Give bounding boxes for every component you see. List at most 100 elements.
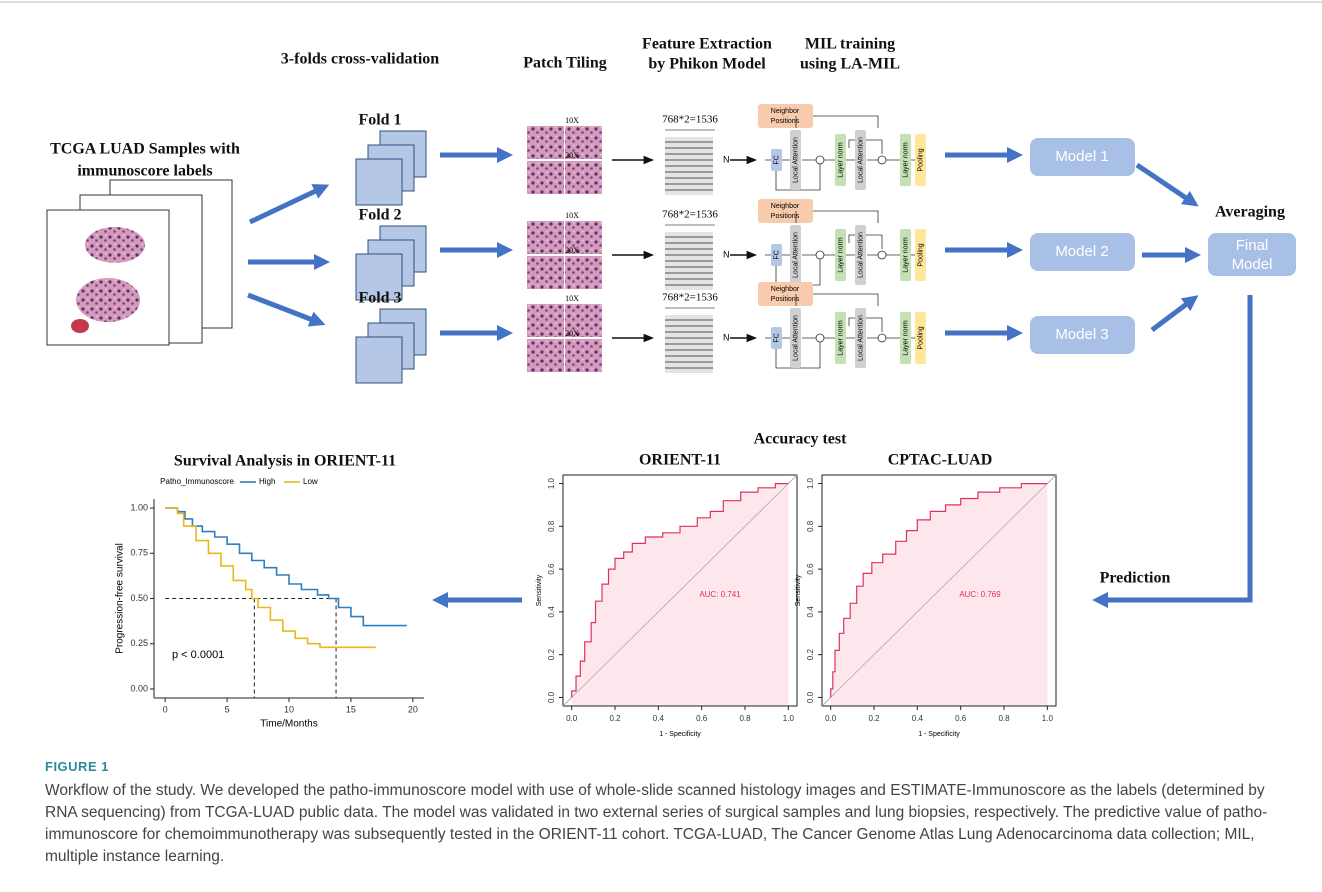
magnification: 10X xyxy=(565,116,579,125)
model-label: Model 3 xyxy=(1055,326,1108,343)
add-node xyxy=(878,251,886,259)
y-tick-label: 0.00 xyxy=(130,683,148,693)
add-node xyxy=(878,156,886,164)
y-tick-label: 0.8 xyxy=(806,520,815,532)
magnification: 20X xyxy=(565,151,579,160)
legend-label: Low xyxy=(303,477,318,486)
curve xyxy=(165,508,376,647)
feature-matrix xyxy=(665,232,713,290)
feature-heading: Feature Extraction xyxy=(642,36,772,53)
charts: Survival Analysis in ORIENT-11 0 5 10 15 20 0.… xyxy=(115,452,1056,738)
auc-fill xyxy=(572,484,789,706)
feature-matrix xyxy=(665,315,713,373)
magnification: 20X xyxy=(565,246,579,255)
mil-layer-label: Layer norm xyxy=(837,142,844,178)
patch-tile xyxy=(527,304,564,337)
feature-rows: N xyxy=(723,249,730,259)
x-tick-label: 0.4 xyxy=(912,714,924,723)
x-tick-label: 0.6 xyxy=(696,714,708,723)
x-tick-label: 5 xyxy=(225,704,230,714)
fold-rows: Fold 110X20X768*2=1536NNeighborPositions… xyxy=(356,104,1135,383)
curve xyxy=(165,508,407,626)
arrow xyxy=(1137,165,1192,202)
legend-label: High xyxy=(259,477,275,486)
y-tick-label: 0.2 xyxy=(547,649,556,661)
x-tick-label: 0.4 xyxy=(653,714,665,723)
prediction-label: Prediction xyxy=(1100,570,1171,587)
mil-heading: MIL training xyxy=(805,36,895,53)
neighbor-label: Positions xyxy=(771,118,800,125)
y-tick-label: 0.0 xyxy=(806,691,815,703)
annotation: AUC: 0.741 xyxy=(699,590,741,599)
mil-heading: using LA-MIL xyxy=(800,56,900,73)
mil-layer-label: Local Attention xyxy=(857,315,864,361)
x-tick-label: 0.8 xyxy=(998,714,1010,723)
chart-title: Survival Analysis in ORIENT-11 xyxy=(174,453,396,470)
neighbor-label: Neighbor xyxy=(771,108,800,115)
add-node xyxy=(816,334,824,342)
final-model-label: Final xyxy=(1236,237,1269,254)
magnification: 10X xyxy=(565,294,579,303)
input-label: immunoscore labels xyxy=(77,163,212,180)
fold-label: Fold 2 xyxy=(358,207,401,224)
annotation: AUC: 0.769 xyxy=(959,590,1001,599)
slides xyxy=(47,180,232,345)
patch-tile xyxy=(565,256,602,289)
add-node xyxy=(816,156,824,164)
mil-layer-label: Layer norm xyxy=(902,142,909,178)
feature-heading: by Phikon Model xyxy=(648,56,766,73)
mil-layer-label: Layer norm xyxy=(902,320,909,356)
averaging-label: Averaging xyxy=(1215,204,1285,221)
x-tick-label: 1.0 xyxy=(1042,714,1054,723)
y-tick-label: 0.8 xyxy=(547,520,556,532)
auc-fill xyxy=(831,484,1048,706)
y-tick-label: 0.6 xyxy=(547,563,556,575)
y-tick-label: 1.0 xyxy=(547,477,556,489)
arrow xyxy=(250,188,322,222)
patch-tile xyxy=(527,256,564,289)
x-tick-label: 15 xyxy=(346,704,356,714)
add-node xyxy=(878,334,886,342)
feature-dim: 768*2=1536 xyxy=(662,209,718,221)
mil-layer-label: Pooling xyxy=(917,326,924,349)
y-tick-label: 0.4 xyxy=(547,606,556,618)
model-label: Model 1 xyxy=(1055,148,1108,165)
cv-heading: 3-folds cross-validation xyxy=(281,51,439,68)
mil-layer-label: Layer norm xyxy=(837,320,844,356)
neighbor-label: Neighbor xyxy=(771,203,800,210)
mil-layer-label: Local Attention xyxy=(792,315,799,361)
x-tick-label: 10 xyxy=(284,704,294,714)
neighbor-label: Neighbor xyxy=(771,286,800,293)
neighbor-label: Positions xyxy=(771,296,800,303)
y-axis-label: Progression-free survival xyxy=(115,543,126,654)
x-tick-label: 0 xyxy=(163,704,168,714)
y-tick-label: 0.0 xyxy=(547,691,556,703)
y-axis-label: Sensitivity xyxy=(536,574,543,606)
x-tick-label: 0.8 xyxy=(739,714,751,723)
mil-layer-label: Local Attention xyxy=(792,137,799,183)
input-label: TCGA LUAD Samples with xyxy=(50,141,240,158)
feature-dim: 768*2=1536 xyxy=(662,292,718,304)
y-tick-label: 0.50 xyxy=(130,593,148,603)
mil-layer-label: Local Attention xyxy=(857,137,864,183)
mil-layer-label: FC xyxy=(773,250,780,259)
neighbor-label: Positions xyxy=(771,213,800,220)
y-tick-label: 1.00 xyxy=(130,502,148,512)
workflow-diagram: 3-folds cross-validation Patch Tiling Fe… xyxy=(0,0,1322,750)
add-node xyxy=(816,251,824,259)
x-tick-label: 20 xyxy=(408,704,418,714)
patch-tile xyxy=(565,339,602,372)
fold-box xyxy=(356,159,402,205)
chart: ORIENT-110.00.20.40.60.81.00.00.20.40.60… xyxy=(536,452,797,738)
feature-matrix xyxy=(665,137,713,195)
y-tick-label: 0.6 xyxy=(806,563,815,575)
mil-layer-label: Layer norm xyxy=(902,237,909,273)
mil-layer-label: Pooling xyxy=(917,148,924,171)
y-axis-label: Sensitivity xyxy=(795,574,802,606)
feature-rows: N xyxy=(723,332,730,342)
y-tick-label: 0.4 xyxy=(806,606,815,618)
x-tick-label: 0.2 xyxy=(868,714,880,723)
fold-row: Fold 110X20X768*2=1536NNeighborPositions… xyxy=(356,104,1135,205)
mil-layer-label: Local Attention xyxy=(792,232,799,278)
final-model-label: Model xyxy=(1232,256,1273,273)
